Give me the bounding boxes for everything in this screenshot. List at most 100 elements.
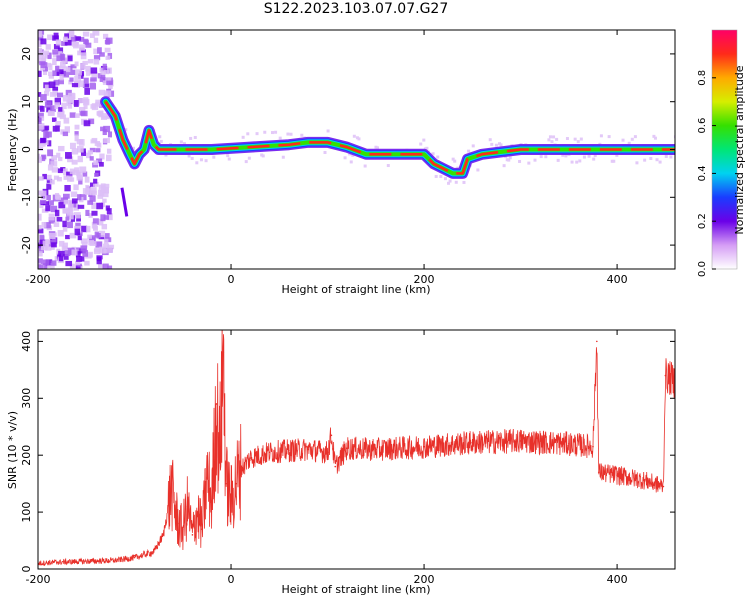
spectrogram-noise-cell: [88, 213, 93, 218]
spectrogram-halo-cell: [374, 145, 378, 149]
spectrogram-noise-cell: [104, 90, 112, 97]
spectrogram-noise-cell: [84, 39, 89, 45]
spectrogram-x-ticks: -200 0 200 400: [26, 30, 628, 286]
spectrogram-halo-cell: [508, 156, 512, 160]
spectrogram-noise-cell: [47, 164, 54, 171]
snr-data-point: [471, 441, 474, 444]
spectrogram-noise-cell: [48, 71, 53, 77]
spectrogram-noise-cell: [102, 33, 109, 39]
snr-data-point: [326, 451, 329, 454]
colorbar-tick-label: 0.2: [697, 213, 708, 229]
spectrogram-halo-cell: [653, 136, 657, 140]
spectrogram-noise-cell: [92, 162, 99, 168]
spectrogram-noise-cell: [62, 225, 68, 232]
spectrogram-noise-cell: [50, 105, 56, 112]
spectrogram-noise-cell: [41, 155, 46, 162]
colorbar-tick-label: 0.8: [697, 70, 708, 86]
spectrogram-noise-cell: [96, 142, 102, 148]
spectrogram-noise-cell: [38, 264, 44, 269]
spectrogram-noise-cell: [45, 44, 51, 50]
snr-data-point: [95, 560, 97, 562]
spectrogram-noise-cell: [44, 222, 51, 229]
spectrogram-halo-cell: [453, 159, 457, 163]
spectrogram-halo-cell: [158, 135, 162, 139]
spectrogram-panel: -200 0 200 400 -20 -10 0 10 20 Height of straig…: [6, 29, 676, 296]
spectrogram-noise-cell: [52, 49, 59, 55]
snr-data-point: [288, 449, 290, 452]
spectrogram-noise-cell: [77, 204, 85, 209]
spectrogram-noise-cell: [62, 70, 70, 78]
spectrogram-noise-cell: [85, 69, 91, 76]
spectrogram-noise-cell: [39, 239, 46, 247]
spectrogram-noise-cell: [102, 198, 107, 203]
spectrogram-halo-cell: [436, 155, 440, 159]
spectrogram-noise-cell: [89, 33, 95, 39]
colorbar-gradient: [712, 30, 737, 269]
spectrogram-noise-cell: [87, 200, 94, 205]
spectrogram-halo-cell: [182, 142, 186, 146]
spectrogram-noise-cell: [46, 106, 52, 113]
spectrogram-noise-cell: [105, 205, 110, 211]
spectrogram-noise-cell: [52, 125, 58, 132]
spectrogram-noise-cell: [54, 209, 60, 217]
spectrogram-noise-cell: [62, 131, 69, 137]
spectrogram-noise-cell: [76, 256, 82, 262]
spectrogram-noise-cell: [97, 73, 103, 79]
snr-data-point: [133, 556, 136, 559]
spectrogram-halo-cell: [451, 157, 455, 161]
spectrogram-noise-cell: [67, 156, 74, 163]
spectrogram-halo-cell: [655, 158, 659, 162]
spectrogram-noise-cell: [46, 62, 52, 68]
spectrogram-noise-cell: [79, 36, 85, 42]
spectrogram-noise-cell: [42, 50, 50, 55]
spectrogram-noise-cell: [38, 47, 43, 53]
spectrogram-halo-cell: [652, 134, 656, 138]
spectrogram-halo-cell: [488, 138, 492, 142]
spectrogram-noise-cell: [84, 87, 90, 95]
spectrogram-noise-cell: [47, 34, 53, 41]
spectrogram-noise-cell: [99, 246, 107, 254]
snr-data-point: [201, 528, 203, 530]
spectrogram-noise-cell: [63, 193, 70, 199]
spectrogram-noise-cell: [48, 200, 54, 206]
spectrogram-noise-cell: [73, 41, 79, 49]
spectrogram-noise-cell: [57, 47, 64, 53]
spectrogram-halo-cell: [164, 153, 168, 157]
spectrogram-noise-cell: [85, 65, 91, 72]
spectrogram-noise-cell: [78, 178, 83, 185]
spectrogram-noise-cell: [71, 159, 78, 165]
snr-data-point: [519, 440, 522, 442]
spectrogram-noise-cell: [97, 194, 104, 199]
spectrogram-halo-cell: [447, 181, 451, 185]
snr-data-point: [210, 499, 213, 502]
spectrogram-noise-cell: [71, 83, 79, 88]
spectrogram-noise-cell: [74, 124, 80, 130]
spectrogram-halo-cell: [635, 161, 639, 165]
spectrogram-halo-cell: [179, 140, 183, 144]
spectrogram-noise-cell: [100, 214, 106, 222]
spectrogram-noise-cell: [64, 39, 72, 46]
spectrogram-noise-cell: [67, 103, 73, 109]
x-tick-label: -200: [26, 273, 51, 286]
spectrogram-noise-cell: [75, 36, 81, 41]
spectrogram-noise-cell: [50, 245, 55, 250]
colorbar-tick-label: 0.4: [697, 165, 708, 181]
spectrogram-halo-cell: [599, 134, 603, 138]
spectrogram-noise-cell: [56, 177, 62, 182]
spectrogram-noise-cell: [107, 265, 113, 269]
spectrogram-noise-cell: [50, 205, 58, 213]
spectrogram-halo-cell: [278, 136, 282, 140]
spectrogram-noise-cell: [62, 220, 67, 228]
spectrogram-noise-cell: [65, 260, 73, 267]
spectrogram-x-axis-label: Height of straight line (km): [281, 283, 430, 296]
spectrogram-noise-cell: [66, 99, 71, 106]
spectrogram-halo-cell: [578, 159, 582, 163]
spectrogram-noise-cell: [55, 125, 60, 132]
spectrogram-halo-cell: [434, 174, 438, 178]
spectrogram-noise-cell: [96, 259, 102, 265]
spectrogram-noise-cell: [51, 167, 59, 173]
spectrogram-noise-cell: [106, 154, 112, 162]
colorbar-frame: [711, 29, 738, 270]
spectrogram-noise-cell: [71, 198, 78, 204]
